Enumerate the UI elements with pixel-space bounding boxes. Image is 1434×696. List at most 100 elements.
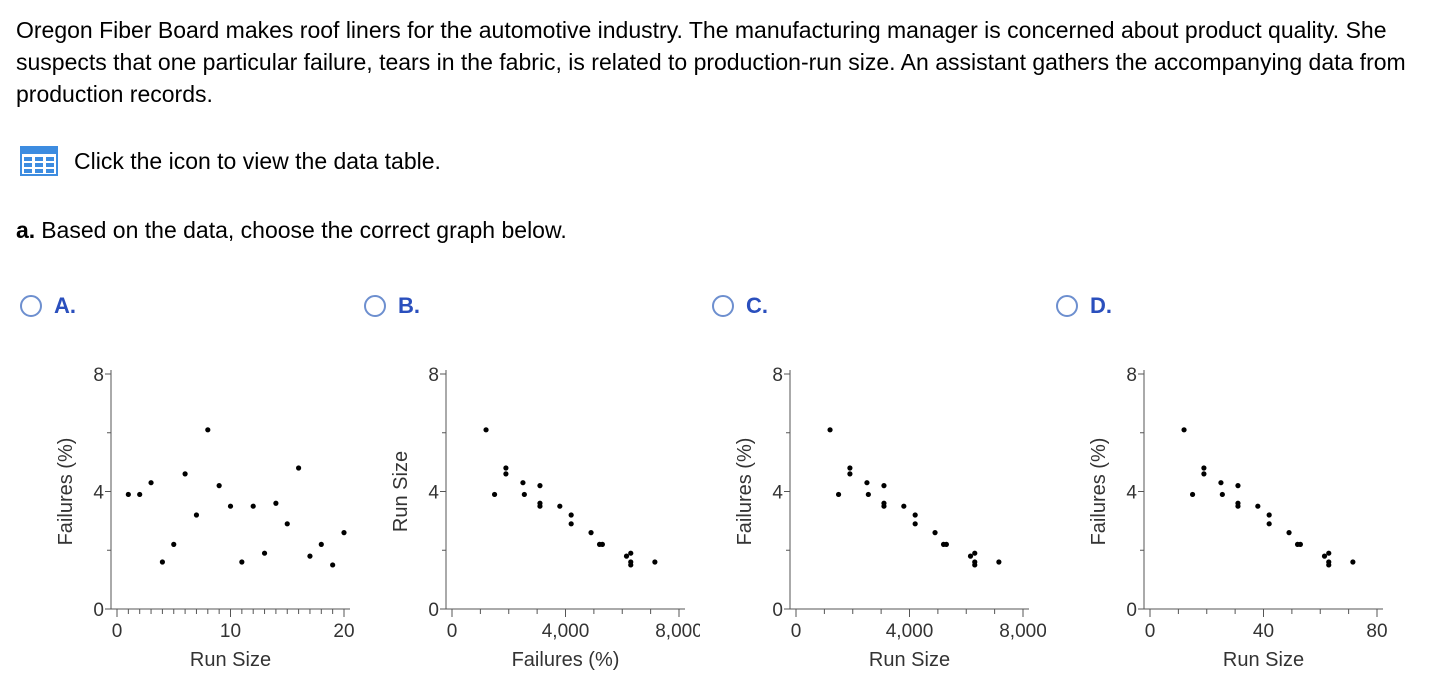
data-link-text: Click the icon to view the data table. (74, 147, 441, 174)
point (1201, 465, 1207, 471)
radio-button[interactable] (1056, 295, 1078, 317)
point (588, 530, 594, 536)
point (996, 559, 1002, 565)
point (1266, 521, 1272, 527)
point (216, 483, 222, 489)
scatter-chart: 0 4 8 0 4,000 8,000 Run Size Failures (%) (734, 365, 1047, 671)
point (483, 427, 489, 433)
x-axis-title: Run Size (869, 649, 950, 671)
table-icon[interactable] (20, 146, 58, 176)
point (865, 491, 871, 498)
point (881, 483, 887, 489)
x-axis-title: Failures (%) (512, 649, 620, 671)
y-tick-label: 8 (1126, 365, 1137, 386)
point (307, 553, 313, 559)
point (521, 491, 527, 498)
x-tick-label: 0 (791, 621, 802, 642)
option-label: C. (746, 293, 768, 318)
option[interactable]: D. (1056, 293, 1112, 319)
scatter-chart: 0 4 8 0 10 20 Run Size Failures (%) (55, 365, 355, 671)
point (330, 562, 336, 568)
point (568, 512, 574, 518)
point (912, 512, 918, 518)
point (901, 503, 907, 509)
y-tick-label: 4 (93, 483, 104, 504)
point (503, 465, 509, 471)
y-axis-title: Failures (%) (1088, 438, 1110, 546)
radio-button[interactable] (712, 295, 734, 317)
x-tick-label: 8,000 (999, 621, 1047, 642)
y-axis-title: Failures (%) (734, 438, 756, 546)
point (1266, 512, 1272, 518)
point (1218, 480, 1224, 486)
point (1189, 491, 1196, 498)
x-tick-label: 4,000 (542, 621, 590, 642)
point (557, 503, 563, 509)
question-label: a. (16, 217, 36, 243)
y-tick-label: 4 (1126, 483, 1137, 504)
option[interactable]: B. (364, 293, 420, 319)
point (503, 471, 509, 477)
point (341, 530, 347, 536)
point (623, 553, 630, 559)
point (943, 541, 949, 547)
x-tick-label: 8,000 (655, 621, 703, 642)
point (1321, 553, 1328, 559)
point (205, 427, 211, 433)
radio-button[interactable] (364, 295, 386, 317)
x-tick-label: 0 (447, 621, 458, 642)
point (628, 562, 634, 568)
y-tick-label: 0 (93, 600, 104, 621)
point (1297, 541, 1303, 547)
point (835, 491, 842, 498)
point (1326, 562, 1332, 568)
point (1255, 503, 1261, 509)
x-tick-label: 4,000 (886, 621, 934, 642)
point (193, 512, 200, 518)
point (972, 562, 978, 568)
x-tick-label: 20 (333, 621, 354, 642)
y-tick-label: 0 (772, 600, 783, 621)
option[interactable]: A. (20, 293, 76, 319)
point (599, 541, 605, 547)
data-link-row: Click the icon to view the data table. (20, 146, 441, 176)
y-tick-label: 4 (428, 483, 439, 504)
point (568, 521, 574, 527)
point (1181, 427, 1187, 433)
point (1201, 471, 1207, 477)
point (827, 427, 833, 433)
point (318, 541, 324, 547)
point (171, 541, 177, 547)
point (250, 503, 256, 509)
y-tick-label: 8 (428, 365, 439, 386)
option-label: B. (398, 293, 420, 318)
y-tick-label: 8 (93, 365, 104, 386)
point (1350, 559, 1356, 565)
point (125, 491, 131, 498)
point (137, 491, 143, 498)
y-tick-label: 4 (772, 483, 783, 504)
point (1326, 550, 1332, 556)
option-label: A. (54, 293, 76, 318)
point (537, 483, 543, 489)
point (967, 553, 974, 559)
point (239, 559, 245, 565)
point (652, 559, 658, 565)
x-tick-label: 10 (220, 621, 241, 642)
y-tick-label: 0 (428, 600, 439, 621)
point (1235, 483, 1241, 489)
point (864, 480, 870, 486)
radio-button[interactable] (20, 295, 42, 317)
x-tick-label: 0 (112, 621, 123, 642)
option[interactable]: C. (712, 293, 768, 319)
y-axis-title: Failures (%) (55, 438, 77, 546)
point (847, 471, 853, 477)
point (847, 465, 853, 471)
point (296, 465, 302, 471)
point (972, 550, 978, 556)
point (1219, 491, 1225, 498)
point (881, 500, 887, 506)
point (537, 500, 543, 506)
